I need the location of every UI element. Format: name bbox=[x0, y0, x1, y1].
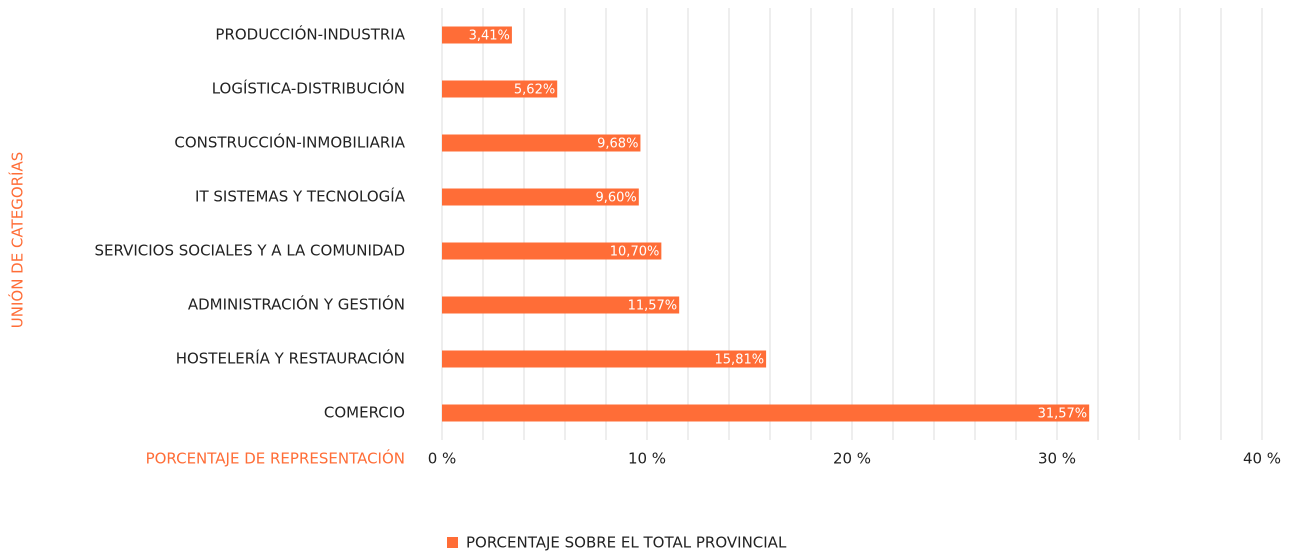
value-label: 9,60% bbox=[595, 191, 636, 206]
bar bbox=[442, 80, 558, 98]
x-tick-label: 30 % bbox=[1038, 450, 1076, 468]
value-label: 15,81% bbox=[715, 353, 765, 368]
y-tick-label: HOSTELERÍA Y RESTAURACIÓN bbox=[176, 349, 405, 368]
y-tick-label: SERVICIOS SOCIALES Y A LA COMUNIDAD bbox=[94, 242, 405, 260]
value-label: 5,62% bbox=[514, 83, 555, 98]
y-tick-label: CONSTRUCCIÓN-INMOBILIARIA bbox=[174, 133, 405, 152]
x-tick-label: 0 % bbox=[428, 450, 457, 468]
value-label: 31,57% bbox=[1038, 407, 1088, 422]
bar bbox=[442, 134, 641, 152]
y-tick-label: PRODUCCIÓN-INDUSTRIA bbox=[215, 25, 405, 44]
x-tick-label: 40 % bbox=[1243, 450, 1281, 468]
x-axis-label: PORCENTAJE DE REPRESENTACIÓN bbox=[146, 449, 405, 468]
y-tick-label: COMERCIO bbox=[324, 404, 405, 422]
bar bbox=[442, 404, 1090, 422]
bar bbox=[442, 26, 512, 44]
bar bbox=[442, 296, 680, 314]
legend-label: PORCENTAJE SOBRE EL TOTAL PROVINCIAL bbox=[466, 534, 787, 552]
bar bbox=[442, 242, 662, 260]
y-axis-label: UNIÓN DE CATEGORÍAS bbox=[8, 152, 27, 328]
y-tick-label: LOGÍSTICA-DISTRIBUCIÓN bbox=[212, 79, 405, 98]
legend-swatch bbox=[447, 537, 458, 548]
y-tick-label: ADMINISTRACIÓN Y GESTIÓN bbox=[188, 295, 405, 314]
value-label: 3,41% bbox=[469, 29, 510, 44]
x-tick-label: 20 % bbox=[833, 450, 871, 468]
value-label: 9,68% bbox=[597, 137, 638, 152]
y-tick-label: IT SISTEMAS Y TECNOLOGÍA bbox=[195, 187, 406, 206]
value-label: 11,57% bbox=[628, 299, 678, 314]
x-tick-label: 10 % bbox=[628, 450, 666, 468]
value-label: 10,70% bbox=[610, 245, 660, 260]
bar bbox=[442, 188, 639, 206]
bar bbox=[442, 350, 767, 368]
